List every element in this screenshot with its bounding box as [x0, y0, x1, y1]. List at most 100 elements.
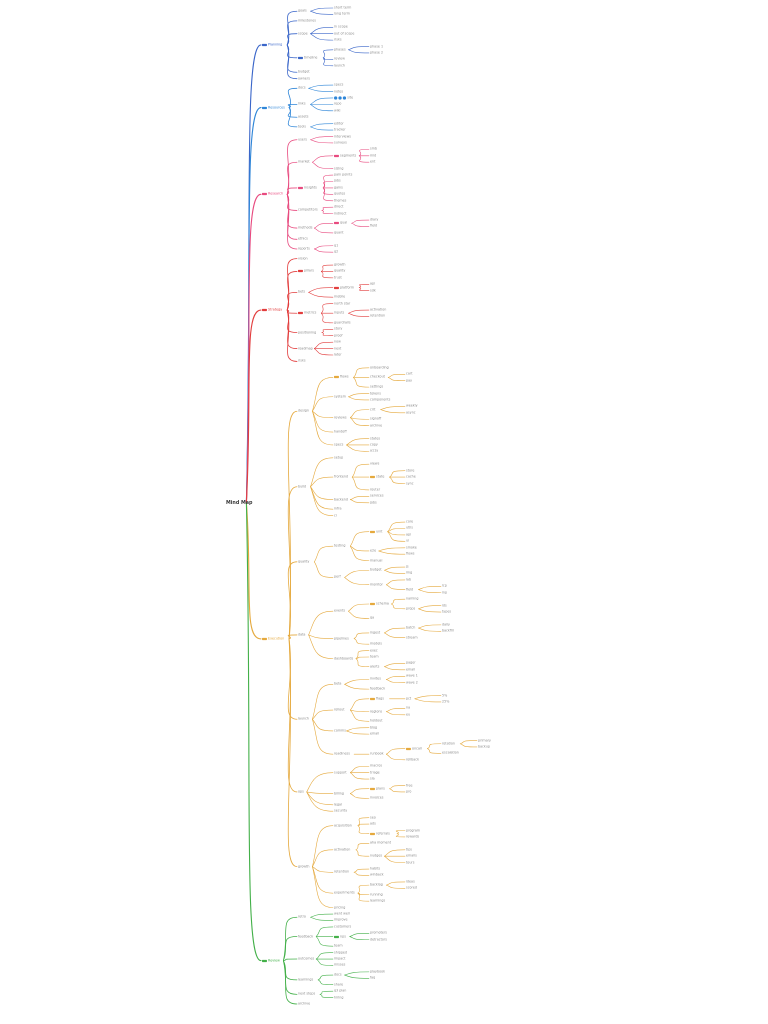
mindmap-branch-node[interactable]: unit: [370, 529, 393, 535]
mindmap-leaf-node[interactable]: playbook: [370, 969, 397, 975]
mindmap-leaf-node[interactable]: blog: [370, 725, 383, 731]
mindmap-branch-node[interactable]: support: [334, 770, 357, 776]
mindmap-leaf-node[interactable]: img: [406, 570, 417, 576]
mindmap-branch-node[interactable]: launch: [298, 716, 318, 722]
mindmap-leaf-node[interactable]: activation: [370, 307, 400, 313]
mindmap-leaf-node[interactable]: manual: [370, 558, 392, 564]
mindmap-leaf-node[interactable]: settings: [370, 384, 394, 390]
mindmap-leaf-node[interactable]: team: [370, 654, 386, 660]
mindmap-leaf-node[interactable]: retention: [370, 313, 397, 319]
mindmap-leaf-node[interactable]: team: [334, 943, 350, 949]
mindmap-branch-node[interactable]: bets: [298, 289, 311, 295]
mindmap-branch-node[interactable]: events: [334, 608, 354, 614]
mindmap-leaf-node[interactable]: backup: [478, 744, 500, 750]
mindmap-branch-node[interactable]: comms: [334, 728, 356, 734]
mindmap-leaf-node[interactable]: aha moment: [370, 840, 408, 846]
mindmap-branch-node[interactable]: ops: [298, 789, 309, 795]
mindmap-branch-node[interactable]: quality: [298, 559, 319, 565]
mindmap-branch-node[interactable]: system: [334, 394, 356, 400]
mindmap-branch-node[interactable]: Execution: [262, 636, 302, 642]
mindmap-leaf-node[interactable]: pager: [406, 660, 423, 666]
mindmap-leaf-node[interactable]: program: [406, 828, 432, 834]
mindmap-branch-node[interactable]: next steps: [298, 991, 329, 997]
mindmap-leaf-node[interactable]: 5%: [442, 693, 452, 699]
mindmap-branch-node[interactable]: Planning: [262, 42, 299, 48]
mindmap-branch-node[interactable]: acquisition: [334, 823, 367, 829]
mindmap-leaf-node[interactable]: ethics: [298, 236, 316, 242]
mindmap-leaf-node[interactable]: customers: [334, 924, 365, 930]
mindmap-leaf-node[interactable]: weekly: [406, 403, 427, 409]
mindmap-leaf-node[interactable]: backfill: [442, 628, 463, 634]
mindmap-leaf-node[interactable]: escalation: [442, 750, 473, 756]
mindmap-leaf-node[interactable]: milestones: [298, 18, 331, 24]
mindmap-leaf-node[interactable]: impact: [334, 956, 355, 962]
mindmap-leaf-node[interactable]: api: [370, 281, 379, 287]
mindmap-leaf-node[interactable]: emails: [406, 853, 426, 859]
mindmap-leaf-node[interactable]: faq: [370, 975, 380, 981]
mindmap-leaf-node[interactable]: jobs: [334, 178, 346, 184]
mindmap-branch-node[interactable]: flows: [334, 374, 360, 380]
mindmap-leaf-node[interactable]: next: [334, 346, 347, 352]
mindmap-leaf-node[interactable]: winback: [370, 872, 395, 878]
mindmap-branch-node[interactable]: timeline: [298, 55, 333, 61]
mindmap-leaf-node[interactable]: holdout: [370, 718, 393, 724]
mindmap-branch-node[interactable]: Research: [262, 191, 301, 197]
mindmap-leaf-node[interactable]: surveys: [334, 140, 357, 146]
mindmap-leaf-node[interactable]: ent: [370, 159, 380, 165]
mindmap-leaf-node[interactable]: api: [406, 532, 415, 538]
mindmap-leaf-node[interactable]: pricing: [334, 905, 355, 911]
mindmap-leaf-node[interactable]: assets: [298, 114, 317, 120]
mindmap-branch-node[interactable]: insights: [298, 185, 332, 191]
mindmap-leaf-node[interactable]: email: [370, 731, 387, 737]
mindmap-branch-node[interactable]: pillars: [298, 268, 327, 274]
mindmap-leaf-node[interactable]: pain points: [334, 172, 367, 178]
mindmap-leaf-node[interactable]: themes: [334, 198, 357, 204]
mindmap-leaf-node[interactable]: gains: [334, 185, 350, 191]
mindmap-leaf-node[interactable]: north star: [334, 301, 364, 307]
mindmap-leaf-node[interactable]: now: [334, 339, 346, 345]
mindmap-leaf-node[interactable]: services: [370, 493, 395, 499]
mindmap-leaf-node[interactable]: archive: [298, 1001, 320, 1007]
mindmap-leaf-node[interactable]: habits: [370, 866, 388, 872]
mindmap-leaf-node[interactable]: lab: [406, 577, 415, 583]
mindmap-leaf-node[interactable]: mobile: [334, 294, 354, 300]
mindmap-branch-node[interactable]: invites: [370, 676, 390, 682]
mindmap-leaf-node[interactable]: story: [334, 326, 349, 332]
mindmap-branch-node[interactable]: data: [298, 632, 312, 638]
mindmap-leaf-node[interactable]: lcp: [442, 583, 451, 589]
root-node[interactable]: Mind Map: [226, 500, 270, 506]
mindmap-branch-node[interactable]: monitor: [370, 582, 393, 588]
mindmap-leaf-node[interactable]: models: [370, 641, 392, 647]
mindmap-leaf-node[interactable]: growth: [334, 262, 355, 268]
mindmap-branch-node[interactable]: specs: [334, 442, 351, 448]
mindmap-leaf-node[interactable]: trust: [334, 275, 348, 281]
mindmap-branch-node[interactable]: pipelines: [334, 636, 361, 642]
mindmap-branch-node[interactable]: inputs: [334, 310, 353, 316]
mindmap-leaf-node[interactable]: states: [370, 436, 388, 442]
mindmap-leaf-node[interactable]: q1: [334, 243, 342, 249]
mindmap-branch-node[interactable]: learnings: [298, 977, 326, 983]
mindmap-leaf-node[interactable]: wave 1: [406, 673, 428, 679]
mindmap-leaf-node[interactable]: ideas: [406, 879, 422, 885]
mindmap-leaf-node[interactable]: invoices: [370, 795, 394, 801]
mindmap-branch-node[interactable]: links: [298, 101, 312, 107]
mindmap-leaf-node[interactable]: ui: [406, 538, 411, 544]
mindmap-branch-node[interactable]: backlog: [370, 882, 393, 888]
mindmap-branch-node[interactable]: nudges: [370, 853, 392, 859]
mindmap-leaf-node[interactable]: signoff: [370, 416, 390, 422]
mindmap-leaf-node[interactable]: security: [334, 808, 358, 814]
mindmap-branch-node[interactable]: goals: [298, 8, 314, 14]
mindmap-branch-node[interactable]: batch: [406, 625, 423, 631]
mindmap-leaf-node[interactable]: learnings: [370, 898, 398, 904]
mindmap-leaf-node[interactable]: mid: [370, 153, 381, 159]
mindmap-leaf-node[interactable]: quality: [334, 268, 355, 274]
mindmap-leaf-node[interactable]: phase 2: [370, 50, 394, 56]
mindmap-leaf-node[interactable]: na: [406, 705, 413, 711]
mindmap-leaf-node[interactable]: vision: [298, 256, 315, 262]
mindmap-branch-node[interactable]: referrals: [370, 831, 406, 837]
mindmap-branch-node[interactable]: experiments: [334, 890, 372, 896]
mindmap-branch-node[interactable]: Review: [262, 958, 294, 964]
mindmap-leaf-node[interactable]: guardrails: [334, 320, 364, 326]
mindmap-leaf-node[interactable]: exec: [370, 648, 384, 654]
mindmap-branch-node[interactable]: Strategy: [262, 307, 299, 313]
